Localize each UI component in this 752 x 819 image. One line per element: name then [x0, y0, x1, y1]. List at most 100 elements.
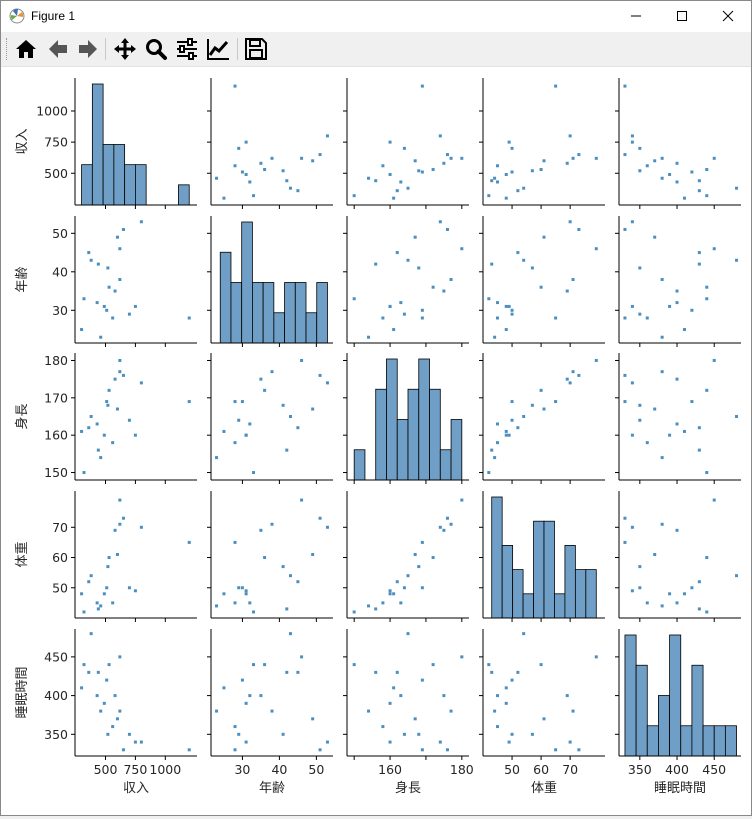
- close-button[interactable]: [705, 1, 751, 31]
- scatter-point: [522, 258, 526, 262]
- scatter-point: [118, 358, 122, 362]
- histogram-bar: [262, 282, 275, 344]
- scatter-point: [690, 170, 694, 174]
- scatter-point: [638, 146, 642, 150]
- maximize-icon: [677, 11, 687, 21]
- scatter-point: [735, 574, 739, 578]
- scatter-point: [89, 258, 93, 262]
- scatter-point: [675, 180, 679, 184]
- home-button[interactable]: [13, 36, 39, 62]
- scatter-point: [281, 732, 285, 736]
- histogram-bar: [564, 544, 576, 619]
- scatter-point: [311, 553, 315, 556]
- scatter-point: [504, 686, 508, 690]
- scatter-point: [445, 748, 449, 752]
- scatter-point: [395, 189, 399, 193]
- scatter-point: [89, 415, 93, 418]
- scatter-point: [507, 740, 511, 744]
- minimize-button[interactable]: [613, 1, 659, 31]
- scatter-point: [504, 196, 508, 200]
- scatter-point: [675, 301, 679, 305]
- save-button[interactable]: [243, 36, 269, 62]
- scatter-point: [554, 84, 558, 88]
- scatter-point: [449, 156, 453, 160]
- histogram-bar: [316, 282, 328, 344]
- scatter-point: [660, 278, 664, 281]
- histogram-bar: [241, 221, 253, 344]
- scatter-point: [402, 312, 406, 316]
- histogram-bar: [501, 544, 514, 619]
- back-button[interactable]: [45, 36, 71, 62]
- scatter-point: [111, 601, 115, 605]
- scatter-point: [392, 686, 396, 690]
- scatter-point: [420, 748, 424, 752]
- scatter-point: [102, 701, 106, 705]
- scatter-point: [490, 448, 494, 452]
- scatter-point: [80, 592, 84, 596]
- scatter-point: [215, 604, 219, 608]
- histogram-bar: [658, 695, 670, 757]
- histogram-bar: [135, 164, 147, 206]
- navigation-toolbar: [1, 32, 751, 67]
- scatter-point: [187, 748, 191, 752]
- configure-subplots-button[interactable]: [174, 36, 200, 62]
- x-tick-label: 400: [665, 762, 689, 777]
- scatter-point: [660, 176, 664, 180]
- scatter-point: [106, 403, 110, 407]
- scatter-point: [118, 498, 122, 502]
- scatter-point: [89, 632, 93, 636]
- scatter-point: [237, 418, 241, 422]
- scatter-point: [263, 663, 267, 667]
- forward-button[interactable]: [75, 36, 101, 62]
- scatter-point: [630, 381, 634, 385]
- scatter-point: [487, 194, 491, 198]
- scatter-point: [113, 377, 117, 381]
- scatter-point: [682, 429, 686, 433]
- scatter-point: [660, 456, 664, 460]
- scatter-point: [542, 717, 546, 721]
- scatter-point: [460, 498, 464, 502]
- zoom-button[interactable]: [143, 36, 169, 62]
- scatter-point: [690, 586, 694, 590]
- scatter-point: [705, 194, 709, 198]
- y-axis-label: 身長: [14, 403, 30, 429]
- subplot-4-1: [207, 629, 333, 760]
- scatter-point: [417, 266, 421, 270]
- y-tick-label: 50: [52, 580, 68, 595]
- scatter-point: [712, 358, 716, 362]
- pan-button[interactable]: [112, 36, 138, 62]
- y-axis-label: 収入: [15, 128, 30, 154]
- scatter-point: [539, 285, 543, 289]
- scatter-point: [660, 522, 664, 526]
- histogram-bar: [624, 634, 637, 757]
- scatter-point: [487, 663, 491, 667]
- scatter-point: [222, 196, 226, 200]
- scatter-point: [623, 373, 627, 377]
- scatter-point: [95, 601, 99, 605]
- scatter-point: [399, 694, 403, 698]
- subplot-4-0: [71, 629, 197, 760]
- x-tick-label: 70: [562, 762, 578, 777]
- scatter-point: [288, 632, 292, 636]
- toolbar-grip[interactable]: [6, 38, 10, 60]
- scatter-point: [259, 161, 263, 165]
- scatter-point: [507, 433, 511, 437]
- edit-axes-button[interactable]: [205, 36, 231, 62]
- scatter-point: [288, 574, 292, 578]
- scatter-point: [107, 556, 111, 560]
- scatter-point: [539, 388, 543, 392]
- scatter-point: [259, 377, 263, 381]
- histogram-bar: [113, 144, 126, 206]
- scatter-point: [420, 84, 424, 88]
- scatter-point: [115, 553, 119, 556]
- scatter-point: [237, 732, 241, 736]
- y-tick-label: 160: [44, 428, 68, 443]
- scatter-point: [712, 498, 716, 502]
- scatter-point: [96, 607, 100, 611]
- scatter-point: [594, 655, 598, 659]
- subplot-3-0: [71, 491, 197, 622]
- scatter-point: [402, 732, 406, 736]
- scatter-point: [115, 717, 119, 721]
- scatter-point: [542, 235, 546, 239]
- maximize-button[interactable]: [659, 1, 705, 31]
